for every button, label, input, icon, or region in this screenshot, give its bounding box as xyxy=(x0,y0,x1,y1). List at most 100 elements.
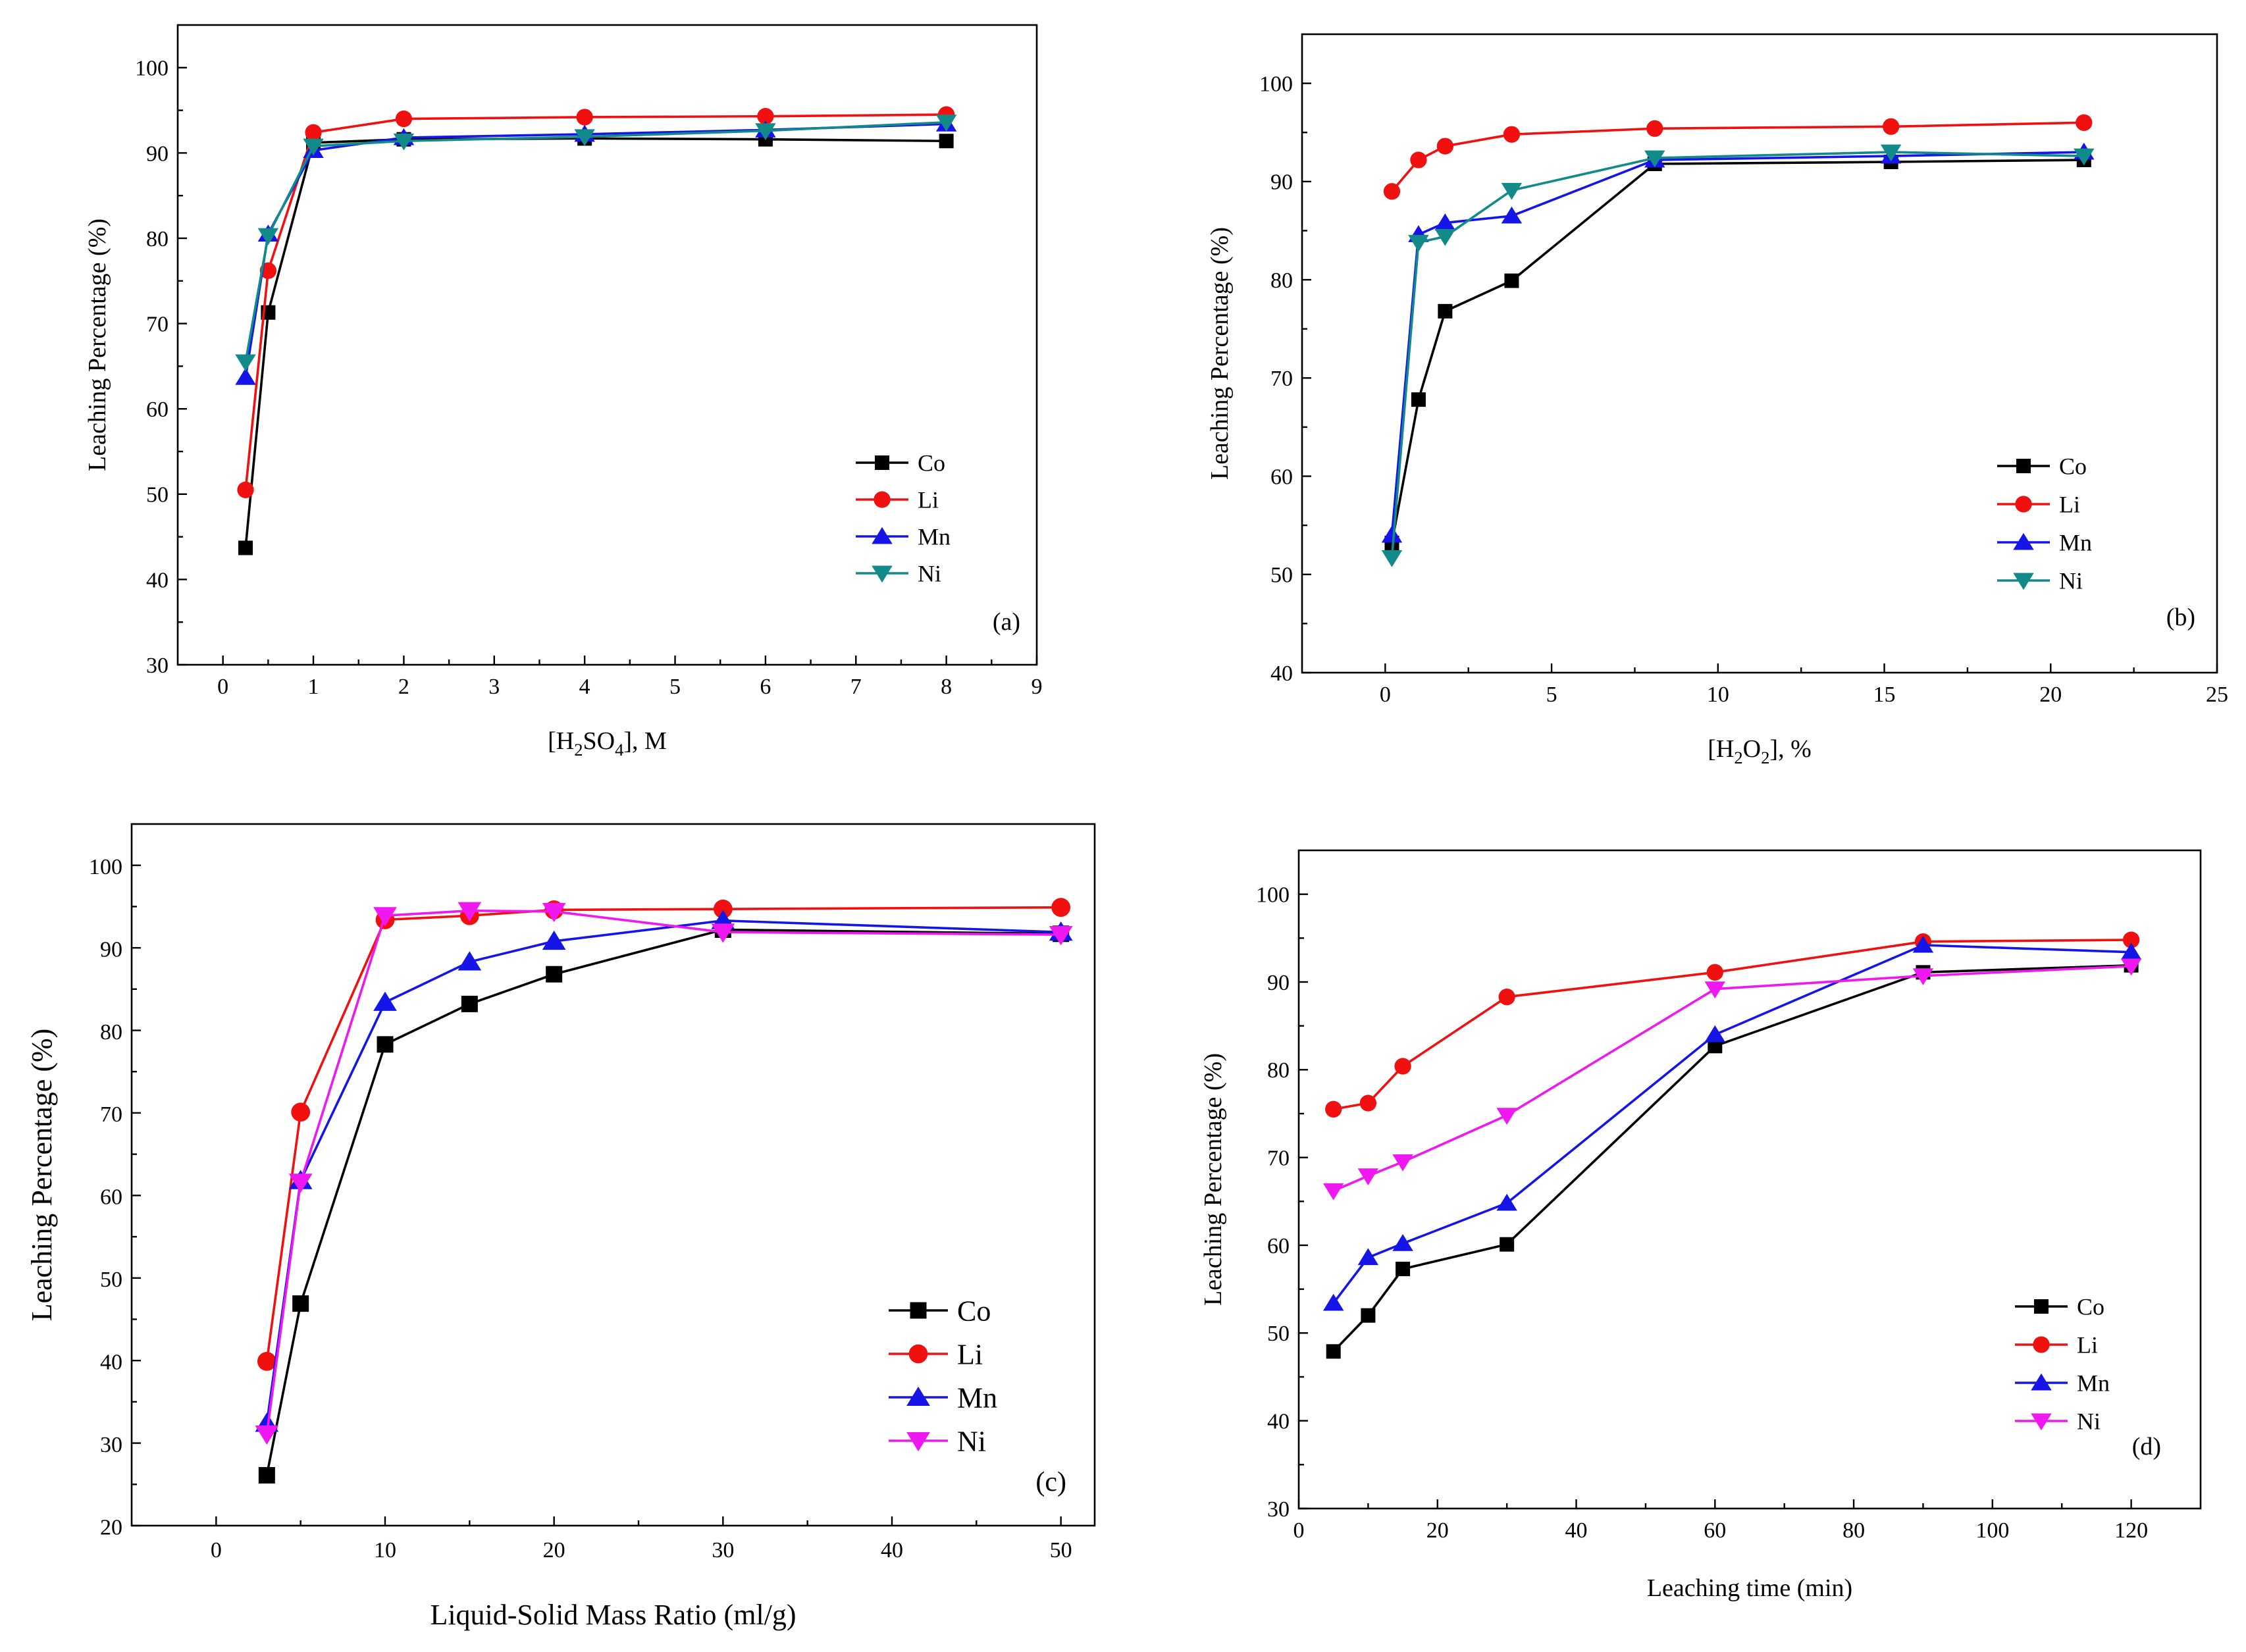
series-line-co-d xyxy=(1332,964,2131,1353)
data-point-ni-d-1 xyxy=(1357,1168,1379,1185)
y-tick-label-a-3: 60 xyxy=(146,398,169,422)
series-ni-d xyxy=(1322,958,2142,1200)
data-point-li-a-2 xyxy=(305,124,322,141)
data-point-li-d-2 xyxy=(1394,1058,1411,1075)
legend-marker-co-b xyxy=(2016,459,2031,473)
series-li-c xyxy=(257,898,1071,1371)
data-point-ni-c-2 xyxy=(373,907,397,927)
y-axis-title-b: Leaching Percentage (%) xyxy=(1206,227,1234,480)
legend-marker-co-a xyxy=(875,455,889,470)
data-point-li-c-5 xyxy=(713,899,733,919)
series-line-ni-d xyxy=(1332,965,2131,1192)
y-tick-label-d-4: 70 xyxy=(1267,1147,1290,1171)
data-point-co-d-2 xyxy=(1396,1262,1411,1276)
series-co-a xyxy=(238,131,954,555)
chart-panel-d: 0 20 40 60 80 100 120 30 40 50 60 70 80 90 100 Leaching… xyxy=(1199,849,2202,1602)
x-tick-label-c-5: 50 xyxy=(1050,1538,1072,1562)
y-tick-label-c-4: 60 xyxy=(100,1185,122,1210)
data-point-mn-a-0 xyxy=(235,367,256,385)
y-tick-label-a-4: 70 xyxy=(146,313,169,337)
legend-label-li-d: Li xyxy=(2077,1332,2098,1358)
data-point-ni-a-4 xyxy=(574,129,595,147)
legend-marker-li-b xyxy=(2015,496,2032,513)
legend-marker-co-d xyxy=(2034,1299,2049,1314)
x-tick-label-d-5: 100 xyxy=(1975,1518,2009,1543)
y-tick-label-c-8: 100 xyxy=(89,855,122,879)
legend-c: Co Li Mn Ni xyxy=(889,1295,997,1457)
y-tick-label-b-2: 60 xyxy=(1270,465,1293,489)
series-ni-a xyxy=(235,115,957,372)
legend-label-li-c: Li xyxy=(957,1338,983,1370)
data-point-ni-c-3 xyxy=(457,902,482,921)
data-point-ni-b-0 xyxy=(1381,550,1403,567)
data-point-ni-b-3 xyxy=(1501,182,1523,200)
data-point-ni-a-1 xyxy=(257,228,279,245)
data-point-ni-b-2 xyxy=(1434,228,1456,246)
x-tick-label-a-0: 0 xyxy=(217,675,228,699)
series-line-li-c xyxy=(265,906,1061,1362)
y-tick-label-d-5: 80 xyxy=(1267,1058,1290,1083)
data-point-li-d-1 xyxy=(1359,1095,1377,1112)
legend-label-mn-b: Mn xyxy=(2059,530,2092,556)
x-tick-label-c-1: 10 xyxy=(374,1538,396,1562)
data-point-ni-c-1 xyxy=(288,1174,313,1193)
x-tick-label-d-2: 40 xyxy=(1565,1518,1588,1543)
data-point-li-b-4 xyxy=(1646,120,1663,137)
y-tick-label-a-1: 40 xyxy=(146,568,169,592)
data-point-li-b-5 xyxy=(1883,118,1900,135)
data-point-li-a-3 xyxy=(395,110,413,128)
data-point-li-b-3 xyxy=(1503,126,1521,143)
x-tick-label-d-0: 0 xyxy=(1293,1518,1305,1543)
x-axis-title-c: Liquid-Solid Mass Ratio (ml/g) xyxy=(430,1599,796,1631)
data-point-mn-b-0 xyxy=(1381,525,1403,543)
x-tick-label-a-6: 6 xyxy=(760,675,771,699)
legend-label-co-d: Co xyxy=(2077,1294,2104,1320)
x-tick-label-a-5: 5 xyxy=(669,675,681,699)
legend-a: Co Li Mn Ni xyxy=(856,450,951,587)
series-line-co-a xyxy=(244,137,947,548)
data-point-mn-d-6 xyxy=(2120,942,2142,960)
x-tick-label-b-2: 10 xyxy=(1707,683,1729,707)
y-tick-label-b-1: 50 xyxy=(1270,563,1293,588)
legend-marker-ni-b xyxy=(2013,573,2034,590)
data-point-mn-c-4 xyxy=(542,930,566,950)
legend-marker-mn-b xyxy=(2013,532,2034,550)
data-point-li-b-0 xyxy=(1383,183,1401,200)
series-li-b xyxy=(1383,114,2093,200)
data-point-li-c-0 xyxy=(257,1352,276,1371)
legend-d: Co Li Mn Ni xyxy=(2015,1294,2110,1435)
data-point-ni-d-4 xyxy=(1704,981,1726,998)
series-line-ni-b xyxy=(1390,151,2084,558)
y-tick-label-d-2: 50 xyxy=(1267,1322,1290,1346)
chart-panel-a: 0 1 2 3 4 5 6 7 8 9 30 40 50 60 70 80 90 100 Leaching Perc… xyxy=(84,24,1043,760)
legend-label-mn-a: Mn xyxy=(918,524,951,550)
data-point-ni-d-2 xyxy=(1392,1154,1413,1172)
legend-label-li-a: Li xyxy=(918,487,939,513)
data-point-li-c-1 xyxy=(291,1102,311,1122)
data-point-ni-d-3 xyxy=(1496,1108,1517,1125)
plot-frame-d xyxy=(1297,849,2202,1510)
x-tick-label-c-0: 0 xyxy=(211,1538,222,1562)
y-tick-label-a-7: 100 xyxy=(135,57,169,81)
legend-marker-li-a xyxy=(874,491,891,508)
legend-label-ni-b: Ni xyxy=(2059,568,2083,594)
data-point-ni-a-6 xyxy=(935,115,957,132)
x-axis-title-b: [H2O2], % xyxy=(1708,735,1811,767)
data-point-ni-c-5 xyxy=(711,923,735,943)
data-point-ni-c-4 xyxy=(542,902,566,923)
y-axis-title-c: Leaching Percentage (%) xyxy=(26,1029,58,1322)
y-tick-label-b-0: 40 xyxy=(1270,661,1293,686)
x-tick-label-d-1: 20 xyxy=(1426,1518,1449,1543)
series-mn-d xyxy=(1322,935,2142,1311)
data-point-li-d-4 xyxy=(1706,964,1723,981)
x-axis-title-a: [H2SO4], M xyxy=(548,727,667,760)
legend-label-ni-c: Ni xyxy=(957,1425,986,1457)
legend-marker-ni-c xyxy=(906,1432,930,1452)
data-point-li-a-5 xyxy=(757,108,774,125)
data-point-co-a-6 xyxy=(939,134,954,149)
data-point-ni-c-0 xyxy=(255,1425,279,1445)
data-point-ni-d-6 xyxy=(2120,958,2142,976)
data-point-co-d-3 xyxy=(1500,1237,1515,1252)
data-point-co-a-0 xyxy=(238,540,253,555)
